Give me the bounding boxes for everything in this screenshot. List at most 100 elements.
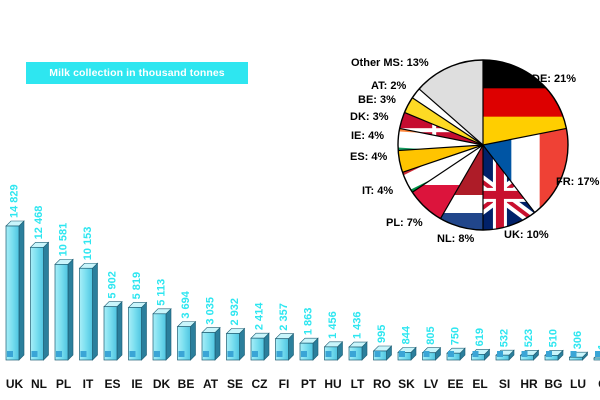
pie-label-ie: IE: 4% [351, 130, 384, 142]
bar-side [92, 262, 98, 361]
pie-separator [404, 111, 484, 146]
bar-category-label: C [598, 377, 600, 391]
bar-category-label: LV [424, 377, 438, 391]
bar-base-marker [546, 351, 552, 357]
bar-hr: 523 HR [519, 329, 540, 391]
bar-category-label: LT [351, 377, 365, 391]
pie-separator [411, 144, 484, 193]
bar-se: 2 932 SE [225, 298, 246, 391]
bar-value-label: 306 [572, 331, 584, 349]
bar-base-marker [595, 351, 600, 357]
bar-value-label: 3 694 [180, 290, 192, 318]
bar-base-marker [350, 351, 356, 357]
bar-side [43, 241, 49, 361]
bar-category-label: DK [153, 377, 171, 391]
bar-value-label: 750 [450, 327, 462, 345]
bar-base-marker [497, 351, 503, 357]
bar-cz: 2 414 CZ [250, 302, 270, 391]
bar-base-marker [178, 351, 185, 357]
bar-face [569, 356, 583, 361]
bar-category-label: NL [31, 377, 47, 391]
bar-category-label: SE [227, 377, 243, 391]
pie-separator [399, 127, 484, 146]
bar-lt: 1 436 LT [348, 311, 368, 391]
bar-base-marker [276, 351, 283, 357]
bar-base-marker [472, 351, 479, 357]
bar-value-label: 14 829 [9, 184, 21, 218]
bar-ro: 995 RO [372, 325, 393, 391]
bar-base-marker [448, 351, 454, 357]
bar-face [5, 225, 20, 361]
bar-hu: 1 456 HU [323, 311, 344, 391]
bar-bg: 510 BG [544, 329, 564, 391]
bar-value-label: 5 902 [107, 271, 119, 299]
chart-legend: Milk collection in thousand tonnes [26, 62, 248, 84]
pie-label-nl: NL: 8% [437, 233, 475, 245]
bar-face [593, 357, 600, 361]
pie-label-fr: FR: 17% [556, 176, 600, 188]
bar-value-label: 523 [523, 329, 535, 347]
bar-category-label: LU [570, 377, 586, 391]
pie-separator [439, 144, 484, 219]
bar-base-marker [521, 351, 528, 357]
pie-outline [397, 59, 569, 231]
pie-label-other: Other MS: 13% [351, 57, 429, 69]
bar-base-marker [374, 351, 381, 357]
pie-label-uk: UK: 10% [504, 229, 549, 241]
bar-cy: 1C [593, 344, 600, 391]
bar-face [79, 267, 93, 361]
bar-base-marker [325, 351, 332, 357]
bar-side [165, 308, 172, 361]
bar-value-label: 995 [376, 325, 388, 343]
bar-face [152, 313, 167, 361]
pie-separator [398, 144, 484, 152]
pie-separator [482, 127, 567, 146]
bar-base-marker [80, 351, 87, 357]
bar-category-label: SI [499, 377, 510, 391]
bar-category-label: PL [56, 377, 71, 391]
bar-category-label: IE [131, 377, 142, 391]
bar-side [239, 327, 245, 361]
pie-label-es: ES: 4% [350, 151, 388, 163]
bar-base-marker [570, 351, 577, 357]
pie-label-at: AT: 2% [371, 80, 406, 92]
bar-es: 5 902 ES [103, 271, 123, 391]
bar-base-marker [154, 351, 160, 357]
pie-label-de: DE: 21% [532, 73, 576, 85]
bar-value-label: 10 581 [58, 223, 70, 257]
bar-uk: 14 829 UK [5, 184, 25, 391]
bar-side [67, 258, 74, 361]
bar-value-label: 12 468 [33, 206, 45, 240]
pie-chart: DE: 21% FR: 17% UK: 10% NL: 8% PL: 7% IT: 4% E… [350, 57, 600, 245]
bar-base-marker [31, 351, 38, 357]
bar-side [116, 300, 123, 361]
bar-base-marker [105, 351, 111, 357]
bar-at: 3 035 AT [201, 297, 221, 391]
bar-lv: 805 LV [421, 326, 442, 391]
bar-value-label: 3 035 [205, 297, 217, 325]
bar-side [141, 301, 147, 361]
bar-pt: 1 863 PT [299, 308, 319, 391]
bar-pl: 10 581 PL [54, 223, 74, 391]
bar-fi: 2 357 FI [274, 303, 295, 391]
bar-category-label: IT [83, 377, 94, 391]
bar-be: 3 694 BE [176, 290, 197, 391]
bar-value-label: 1 436 [352, 311, 364, 339]
bar-it: 10 153 IT [78, 227, 99, 391]
bar-base-marker [56, 351, 62, 357]
bar-value-label: 510 [548, 329, 560, 347]
bar-base-marker [399, 351, 405, 357]
bar-dk: 5 113 DK [152, 279, 172, 391]
bar-category-label: PT [301, 377, 317, 391]
bar-ee: 750 EE [446, 327, 466, 391]
bar-side [214, 326, 221, 361]
bar-el: 619 EL [470, 328, 491, 391]
bar-value-label: 5 819 [131, 272, 143, 300]
pie-separator [411, 97, 484, 146]
bar-base-marker [252, 351, 258, 357]
bar-category-label: HR [520, 377, 538, 391]
bar-value-label: 10 153 [82, 227, 94, 261]
bar-lu: 306 LU [568, 331, 589, 391]
bar-value-label: 619 [474, 328, 486, 346]
